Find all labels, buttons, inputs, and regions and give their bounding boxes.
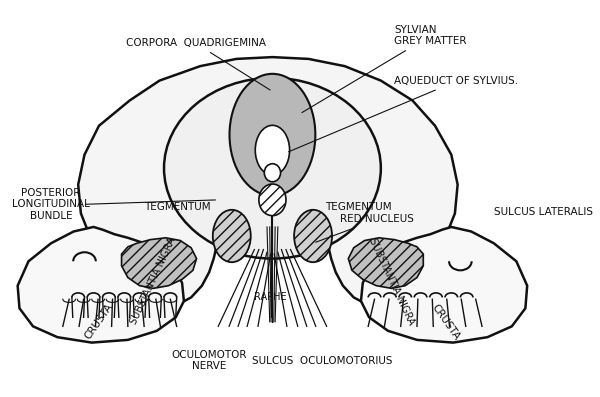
Text: CORPORA  QUADRIGEMINA: CORPORA QUADRIGEMINA <box>125 38 270 90</box>
Ellipse shape <box>230 74 316 196</box>
Ellipse shape <box>259 184 286 216</box>
Text: RAPHE: RAPHE <box>254 293 287 303</box>
Polygon shape <box>17 227 184 343</box>
Polygon shape <box>30 57 515 338</box>
Text: SULCUS  OCULOMOTORIUS: SULCUS OCULOMOTORIUS <box>252 356 392 366</box>
Ellipse shape <box>294 210 332 262</box>
Text: POSTERIOR
LONGITUDINAL
BUNDLE: POSTERIOR LONGITUDINAL BUNDLE <box>12 188 90 221</box>
Ellipse shape <box>164 78 381 258</box>
Text: RED NUCLEUS: RED NUCLEUS <box>316 214 414 242</box>
Text: SUBSTANTIA NIGRA: SUBSTANTIA NIGRA <box>128 236 178 326</box>
Text: OCULOMOTOR
NERVE: OCULOMOTOR NERVE <box>172 350 247 372</box>
Ellipse shape <box>213 210 251 262</box>
Text: SULCUS LATERALIS: SULCUS LATERALIS <box>494 206 593 217</box>
Text: TEGMENTUM: TEGMENTUM <box>144 202 211 212</box>
Text: CRUSTA: CRUSTA <box>83 302 115 341</box>
Text: TEGMENTUM: TEGMENTUM <box>325 202 392 212</box>
Text: AQUEDUCT OF SYLVIUS.: AQUEDUCT OF SYLVIUS. <box>289 76 518 152</box>
Polygon shape <box>349 238 424 288</box>
Polygon shape <box>361 227 527 343</box>
Text: SUBSTANTIA NIGRA: SUBSTANTIA NIGRA <box>367 236 416 326</box>
Text: CRUSTA: CRUSTA <box>430 302 462 341</box>
Text: SYLVIAN
GREY MATTER: SYLVIAN GREY MATTER <box>302 25 467 113</box>
Polygon shape <box>122 238 197 288</box>
Ellipse shape <box>255 125 290 175</box>
Ellipse shape <box>264 164 281 182</box>
